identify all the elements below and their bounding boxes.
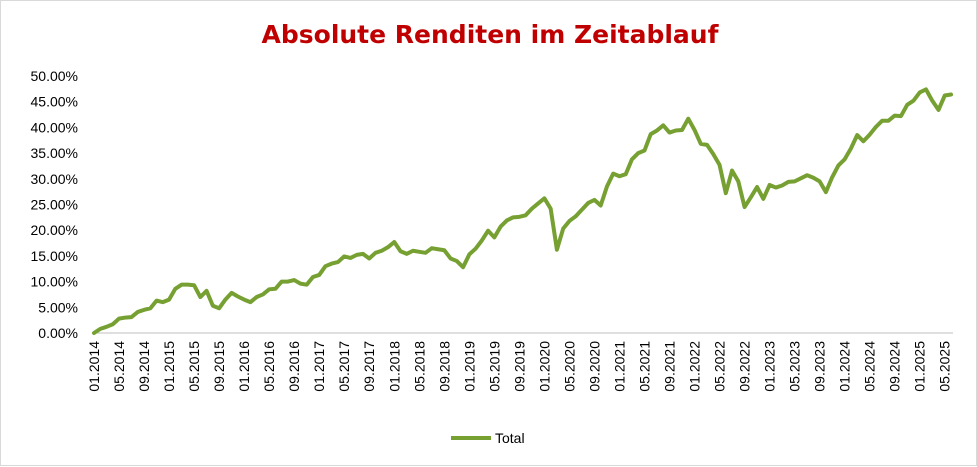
x-tick-label: 01.2019 (461, 341, 477, 392)
series-line-total (92, 87, 953, 335)
x-tick-label: 01.2022 (687, 341, 703, 392)
x-tick-label: 09.2023 (812, 341, 828, 392)
x-tick-label: 01.2024 (837, 341, 853, 392)
x-tick-label: 09.2020 (586, 341, 602, 392)
x-tick-label: 05.2023 (787, 341, 803, 392)
x-tick-label: 05.2017 (336, 341, 352, 392)
x-tick-label: 01.2015 (161, 341, 177, 392)
y-tick-label: 45.00% (31, 94, 78, 110)
x-tick-label: 01.2014 (86, 341, 102, 392)
x-tick-label: 05.2014 (111, 341, 127, 392)
x-axis-tick-labels: 01.2014 05.2014 09.2014 01.2015 05.2015 09.20… (86, 341, 953, 392)
x-tick-label: 09.2016 (286, 341, 302, 392)
y-tick-label: 0.00% (38, 325, 78, 341)
x-tick-label: 01.2018 (386, 341, 402, 392)
y-tick-label: 20.00% (31, 222, 78, 238)
x-tick-label: 05.2016 (261, 341, 277, 392)
x-tick-label: 05.2019 (486, 341, 502, 392)
x-tick-label: 09.2019 (511, 341, 527, 392)
y-tick-label: 10.00% (31, 274, 78, 290)
x-tick-label: 09.2017 (361, 341, 377, 392)
x-tick-label: 09.2024 (887, 341, 903, 392)
x-tick-label: 09.2022 (737, 341, 753, 392)
y-tick-label: 5.00% (38, 299, 78, 315)
y-axis-tick-labels: 0.00% 5.00% 10.00% 15.00% 20.00% 25.00% 30.00%… (31, 68, 78, 341)
x-tick-label: 01.2023 (762, 341, 778, 392)
x-tick-label: 01.2016 (236, 341, 252, 392)
y-tick-label: 30.00% (31, 171, 78, 187)
x-tick-label: 01.2025 (912, 341, 928, 392)
x-tick-label: 09.2014 (136, 341, 152, 392)
x-tick-label: 09.2015 (211, 341, 227, 392)
y-tick-label: 50.00% (31, 68, 78, 84)
x-tick-label: 01.2020 (536, 341, 552, 392)
x-tick-label: 01.2021 (611, 341, 627, 392)
legend-label-total: Total (495, 430, 525, 446)
y-tick-label: 40.00% (31, 119, 78, 135)
x-tick-label: 01.2017 (311, 341, 327, 392)
x-tick-label: 05.2025 (937, 341, 953, 392)
y-tick-label: 35.00% (31, 145, 78, 161)
y-tick-label: 25.00% (31, 197, 78, 213)
x-tick-label: 05.2020 (561, 341, 577, 392)
x-tick-label: 05.2021 (636, 341, 652, 392)
x-tick-label: 05.2022 (712, 341, 728, 392)
x-tick-label: 09.2021 (662, 341, 678, 392)
chart-title: Absolute Renditen im Zeitablauf (262, 20, 720, 49)
y-tick-label: 15.00% (31, 248, 78, 264)
x-tick-label: 05.2015 (186, 341, 202, 392)
x-tick-label: 05.2024 (862, 341, 878, 392)
x-tick-label: 09.2018 (436, 341, 452, 392)
x-tick-label: 05.2018 (411, 341, 427, 392)
